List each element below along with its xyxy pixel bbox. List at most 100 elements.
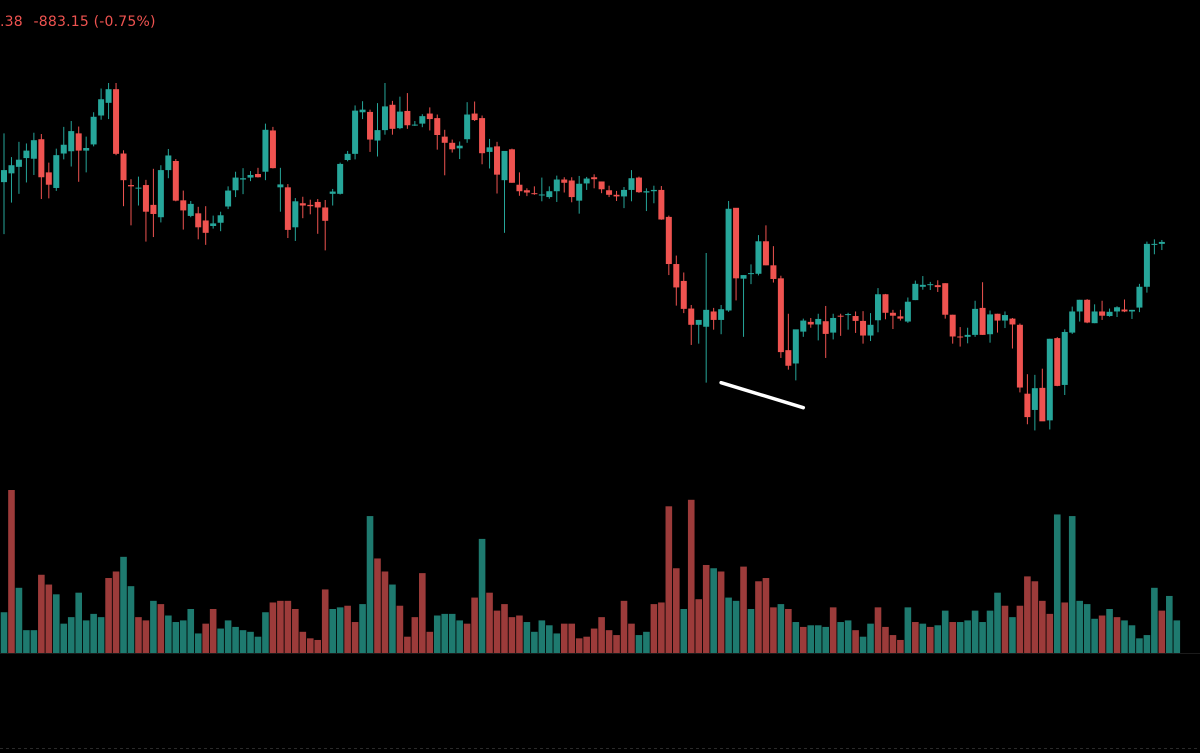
volume-bar	[523, 622, 531, 653]
trendline-drawing[interactable]	[719, 380, 806, 410]
candle	[516, 172, 523, 196]
volume-bar	[755, 581, 762, 653]
candle	[912, 280, 919, 301]
candle-body	[964, 334, 971, 337]
candle-body	[800, 320, 807, 332]
price-pane[interactable]	[1, 83, 1165, 431]
volume-bar	[583, 636, 590, 653]
candle	[75, 126, 82, 182]
candle	[456, 141, 463, 160]
candle-body	[217, 215, 224, 223]
volume-bar	[926, 626, 934, 653]
candle	[1016, 323, 1023, 393]
candle	[299, 196, 306, 219]
volume-bar	[209, 608, 217, 653]
candle-body	[486, 147, 493, 152]
candle-body	[68, 131, 75, 152]
candle	[882, 293, 889, 320]
candle	[538, 177, 545, 202]
candle-body	[516, 184, 523, 192]
volume-bar	[814, 625, 822, 653]
volume-bar	[284, 600, 292, 653]
candle	[486, 138, 493, 169]
candle	[23, 143, 30, 183]
volume-bar	[0, 612, 8, 653]
candle-body	[725, 208, 732, 311]
volume-bar	[568, 623, 576, 653]
volume-bar	[829, 607, 837, 653]
candle	[1143, 241, 1150, 293]
drawing-layer[interactable]	[719, 380, 806, 410]
candle-body	[53, 155, 60, 188]
candle	[964, 327, 971, 344]
candle-body	[60, 144, 67, 154]
volume-bar	[1068, 516, 1076, 653]
candle-body	[665, 216, 672, 265]
candle-body	[232, 177, 239, 191]
volume-bar	[90, 613, 97, 653]
candle	[748, 264, 754, 285]
volume-bar	[486, 592, 493, 653]
candle	[441, 129, 448, 176]
candle	[284, 184, 291, 239]
candle	[240, 168, 247, 195]
volume-bar	[396, 605, 404, 653]
volume-bar	[1173, 620, 1181, 653]
candle	[904, 297, 911, 323]
candle-body	[479, 118, 486, 154]
candle-body	[643, 191, 650, 193]
candle-body	[770, 265, 777, 279]
candle-body	[561, 179, 568, 183]
candle-body	[576, 183, 583, 201]
volume-bar	[366, 516, 374, 653]
candle	[979, 282, 986, 335]
volume-bar	[329, 608, 336, 653]
candle	[1114, 306, 1121, 317]
candle-body	[919, 284, 926, 287]
candle-body	[180, 200, 187, 211]
candle	[1099, 300, 1106, 320]
candle	[187, 200, 194, 218]
candle	[381, 83, 388, 135]
candle-body	[307, 204, 314, 207]
volume-bar	[306, 638, 314, 653]
volume-bar	[695, 599, 703, 653]
candle-body	[598, 181, 605, 190]
candle	[494, 141, 501, 194]
volume-bar	[8, 490, 15, 653]
volume-bar	[575, 638, 583, 653]
candle	[740, 275, 747, 337]
candle	[1046, 338, 1053, 430]
candle	[105, 83, 112, 120]
volume-bar	[635, 635, 643, 653]
candle	[635, 176, 642, 193]
candle	[695, 319, 702, 344]
candle	[546, 186, 553, 199]
volume-bar	[239, 630, 247, 653]
candle-body	[434, 118, 441, 135]
candle	[1121, 299, 1128, 313]
volume-bar	[859, 636, 867, 653]
volume-bar	[658, 602, 665, 653]
volume-bar	[105, 578, 112, 653]
candle-body	[1076, 299, 1083, 312]
volume-bar	[389, 584, 396, 653]
candle	[822, 305, 829, 358]
candle	[90, 112, 97, 147]
candle	[1106, 308, 1113, 317]
volume-bar	[187, 608, 195, 653]
candle	[628, 170, 635, 202]
candle-body	[1151, 243, 1158, 245]
volume-bar	[217, 628, 224, 653]
candle	[142, 179, 149, 242]
candle	[867, 313, 874, 342]
volume-bar	[1046, 613, 1054, 653]
volume-bar	[710, 568, 717, 653]
candle-body	[90, 116, 97, 145]
candle	[359, 101, 366, 120]
candle	[889, 309, 896, 330]
candle	[426, 107, 433, 131]
candle	[404, 93, 411, 129]
candle	[598, 181, 605, 194]
